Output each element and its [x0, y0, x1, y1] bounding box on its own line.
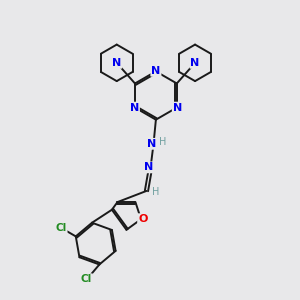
Text: N: N — [145, 162, 154, 172]
Text: H: H — [152, 188, 159, 197]
Text: N: N — [147, 139, 157, 149]
Text: Cl: Cl — [56, 224, 67, 233]
Text: N: N — [151, 66, 160, 76]
Text: H: H — [159, 137, 167, 147]
Text: N: N — [190, 58, 200, 68]
Text: Cl: Cl — [81, 274, 92, 284]
Text: N: N — [130, 103, 139, 112]
Text: N: N — [173, 103, 182, 112]
Text: O: O — [138, 214, 148, 224]
Text: N: N — [112, 58, 121, 68]
